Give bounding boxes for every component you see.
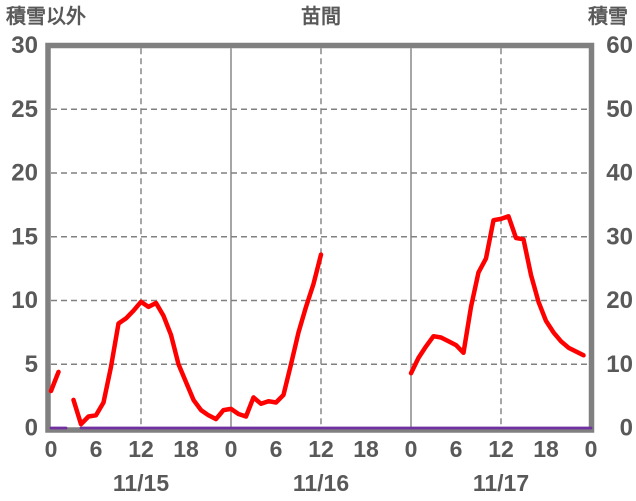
y-axis-right-tick-label: 0	[620, 415, 633, 442]
y-axis-right-tick-label: 60	[606, 32, 633, 59]
x-axis-hour-tick-label: 0	[45, 436, 58, 462]
x-axis-hour-tick-label: 12	[308, 436, 334, 462]
y-axis-right-tick-label: 30	[606, 223, 633, 250]
x-axis-hour-tick-label: 6	[90, 436, 103, 462]
y-axis-right-tick-label: 10	[606, 351, 633, 378]
y-axis-left-tick-label: 20	[11, 160, 38, 187]
y-axis-right-tick-label: 50	[606, 96, 633, 123]
y-axis-left-tick-label: 30	[11, 32, 38, 59]
x-axis-hour-tick-label: 12	[488, 436, 514, 462]
y-axis-left-tick-label: 5	[25, 351, 38, 378]
x-axis-hour-tick-label: 0	[225, 436, 238, 462]
x-axis-hour-tick-label: 18	[173, 436, 199, 462]
y-axis-right-tick-label: 40	[606, 160, 633, 187]
x-axis-date-label: 11/17	[473, 470, 529, 496]
x-axis-hour-tick-label: 0	[585, 436, 598, 462]
x-axis-hour-tick-label: 18	[533, 436, 559, 462]
x-axis-hour-tick-label: 6	[270, 436, 283, 462]
x-axis-date-label: 11/15	[113, 470, 169, 496]
x-axis-date-label: 11/16	[293, 470, 349, 496]
x-axis-hour-tick-label: 0	[405, 436, 418, 462]
series-non-snow-line	[48, 214, 586, 427]
y-axis-left-tick-label: 15	[11, 223, 38, 250]
left-axis-title: 積雪以外	[6, 6, 86, 28]
plot-frame	[45, 42, 595, 433]
x-axis-hour-tick-label: 12	[128, 436, 154, 462]
y-axis-left-tick-label: 25	[11, 96, 38, 123]
chart-title: 苗間	[301, 6, 341, 28]
right-axis-title: 積雪	[588, 6, 628, 28]
x-axis-hour-tick-label: 6	[450, 436, 463, 462]
x-axis-hour-tick-label: 18	[353, 436, 379, 462]
y-axis-right-tick-label: 20	[606, 287, 633, 314]
y-axis-left-tick-label: 0	[25, 415, 38, 442]
y-axis-left-tick-label: 10	[11, 287, 38, 314]
